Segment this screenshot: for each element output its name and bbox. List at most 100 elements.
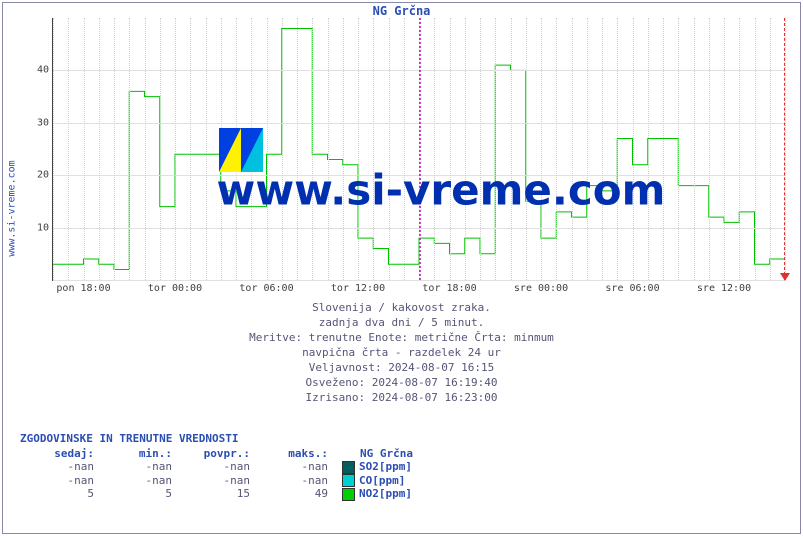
gridline-v bbox=[99, 18, 100, 280]
legend-col-header: sedaj: bbox=[20, 447, 98, 460]
gridline-v bbox=[343, 18, 344, 280]
gridline-v bbox=[678, 18, 679, 280]
legend-row: -nan-nan-nan-nanCO[ppm] bbox=[20, 474, 417, 488]
gridline-v bbox=[267, 18, 268, 280]
legend-title: ZGODOVINSKE IN TRENUTNE VREDNOSTI bbox=[20, 432, 417, 445]
xtick-label: pon 18:00 bbox=[56, 283, 110, 294]
watermark-icon bbox=[219, 128, 263, 172]
gridline-v bbox=[663, 18, 664, 280]
legend-value: -nan bbox=[20, 474, 98, 488]
xtick-label: sre 06:00 bbox=[605, 283, 659, 294]
gridline-v bbox=[450, 18, 451, 280]
gridline-v bbox=[358, 18, 359, 280]
legend-swatch-icon bbox=[342, 474, 355, 487]
gridline-v bbox=[541, 18, 542, 280]
gridline-v bbox=[312, 18, 313, 280]
legend-row: -nan-nan-nan-nanSO2[ppm] bbox=[20, 460, 417, 474]
legend-value: 15 bbox=[176, 487, 254, 501]
gridline-v bbox=[648, 18, 649, 280]
gridline-v bbox=[739, 18, 740, 280]
gridline-v bbox=[495, 18, 496, 280]
meta-block: Slovenija / kakovost zraka.zadnja dva dn… bbox=[0, 300, 803, 405]
legend: ZGODOVINSKE IN TRENUTNE VREDNOSTI sedaj:… bbox=[20, 432, 417, 501]
legend-series-label: CO[ppm] bbox=[359, 474, 405, 487]
legend-table: sedaj:min.:povpr.:maks.:NG Grčna-nan-nan… bbox=[20, 447, 417, 501]
gridline-v bbox=[785, 18, 786, 280]
xtick-label: tor 06:00 bbox=[239, 283, 293, 294]
xtick-label: tor 18:00 bbox=[422, 283, 476, 294]
gridline-v bbox=[694, 18, 695, 280]
legend-value: 5 bbox=[98, 487, 176, 501]
gridline-v bbox=[84, 18, 85, 280]
legend-value: -nan bbox=[98, 474, 176, 488]
meta-line: navpična črta - razdelek 24 ur bbox=[0, 345, 803, 360]
legend-col-header: povpr.: bbox=[176, 447, 254, 460]
gridline-v bbox=[556, 18, 557, 280]
meta-line: Osveženo: 2024-08-07 16:19:40 bbox=[0, 375, 803, 390]
gridline-v bbox=[755, 18, 756, 280]
meta-line: Slovenija / kakovost zraka. bbox=[0, 300, 803, 315]
gridline-v bbox=[175, 18, 176, 280]
legend-value: -nan bbox=[254, 474, 332, 488]
xtick-label: tor 12:00 bbox=[331, 283, 385, 294]
legend-value: -nan bbox=[98, 460, 176, 474]
legend-value: -nan bbox=[20, 460, 98, 474]
gridline-v bbox=[389, 18, 390, 280]
ytick-label: 40 bbox=[21, 65, 49, 76]
gridline-v bbox=[587, 18, 588, 280]
xtick-label: sre 00:00 bbox=[514, 283, 568, 294]
gridline-v bbox=[114, 18, 115, 280]
xtick-label: sre 12:00 bbox=[697, 283, 751, 294]
legend-value: 5 bbox=[20, 487, 98, 501]
vline-end bbox=[784, 18, 785, 280]
meta-line: Veljavnost: 2024-08-07 16:15 bbox=[0, 360, 803, 375]
gridline-v bbox=[297, 18, 298, 280]
legend-series-header: NG Grčna bbox=[332, 447, 417, 460]
meta-line: Meritve: trenutne Enote: metrične Črta: … bbox=[0, 330, 803, 345]
gridline-v bbox=[373, 18, 374, 280]
gridline-v bbox=[190, 18, 191, 280]
legend-value: -nan bbox=[176, 460, 254, 474]
xtick-label: tor 00:00 bbox=[148, 283, 202, 294]
legend-series-label: NO2[ppm] bbox=[359, 487, 412, 500]
gridline-v bbox=[633, 18, 634, 280]
gridline-v bbox=[282, 18, 283, 280]
ytick-label: 30 bbox=[21, 117, 49, 128]
gridline-v bbox=[53, 18, 54, 280]
end-arrow-icon bbox=[780, 273, 790, 281]
gridline-v bbox=[129, 18, 130, 280]
gridline-v bbox=[724, 18, 725, 280]
legend-col-header: min.: bbox=[98, 447, 176, 460]
legend-value: 49 bbox=[254, 487, 332, 501]
legend-swatch-icon bbox=[342, 488, 355, 501]
legend-series-label: SO2[ppm] bbox=[359, 460, 412, 473]
legend-value: -nan bbox=[254, 460, 332, 474]
gridline-v bbox=[434, 18, 435, 280]
gridline-v bbox=[511, 18, 512, 280]
ytick-label: 20 bbox=[21, 170, 49, 181]
gridline-v bbox=[206, 18, 207, 280]
gridline-v bbox=[602, 18, 603, 280]
gridline-v bbox=[328, 18, 329, 280]
gridline-v bbox=[770, 18, 771, 280]
gridline-v bbox=[68, 18, 69, 280]
vline-24h bbox=[419, 18, 421, 280]
gridline-v bbox=[160, 18, 161, 280]
gridline-v bbox=[404, 18, 405, 280]
gridline-v bbox=[465, 18, 466, 280]
legend-col-header: maks.: bbox=[254, 447, 332, 460]
gridline-v bbox=[709, 18, 710, 280]
gridline-v bbox=[145, 18, 146, 280]
legend-value: -nan bbox=[176, 474, 254, 488]
gridline-v bbox=[480, 18, 481, 280]
gridline-v bbox=[572, 18, 573, 280]
meta-line: Izrisano: 2024-08-07 16:23:00 bbox=[0, 390, 803, 405]
plot-area: 10203040pon 18:00tor 00:00tor 06:00tor 1… bbox=[52, 18, 785, 281]
legend-swatch-icon bbox=[342, 461, 355, 474]
legend-row: 551549NO2[ppm] bbox=[20, 487, 417, 501]
ytick-label: 10 bbox=[21, 222, 49, 233]
chart-title: NG Grčna bbox=[0, 4, 803, 18]
gridline-v bbox=[617, 18, 618, 280]
gridline-h bbox=[53, 280, 785, 281]
site-link[interactable]: www.si-vreme.com bbox=[7, 160, 18, 256]
